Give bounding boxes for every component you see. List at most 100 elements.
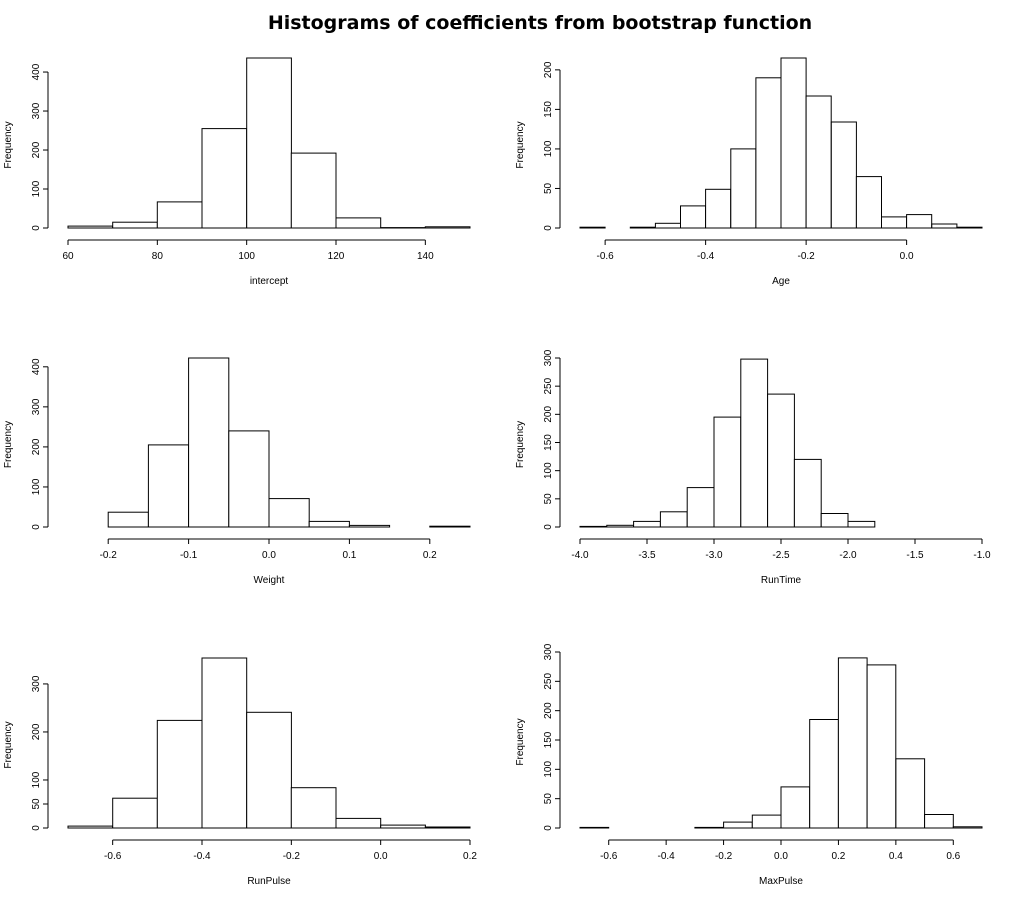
histogram-bar bbox=[713, 416, 742, 528]
y-tick-label: 0 bbox=[543, 524, 554, 530]
histogram-bar bbox=[579, 525, 608, 528]
x-tick-label: -0.1 bbox=[180, 550, 198, 561]
histogram-bar bbox=[107, 511, 149, 528]
y-tick-label: 50 bbox=[543, 493, 554, 505]
y-tick-label: 200 bbox=[543, 406, 554, 423]
y-tick-label: 250 bbox=[543, 377, 554, 394]
histogram-bar bbox=[156, 201, 203, 229]
y-tick-label: 250 bbox=[543, 673, 554, 690]
histogram-bar bbox=[830, 121, 857, 229]
y-tick-label: 100 bbox=[31, 478, 42, 495]
y-axis-label: Frequency bbox=[515, 421, 526, 468]
histogram-bar bbox=[380, 824, 426, 829]
y-tick-label: 100 bbox=[543, 462, 554, 479]
histogram-bar bbox=[740, 358, 769, 528]
x-axis-label: RunPulse bbox=[247, 876, 291, 887]
y-tick-label: 200 bbox=[31, 723, 42, 740]
histogram-bar bbox=[112, 221, 158, 229]
histogram-bar bbox=[201, 657, 248, 829]
x-tick-label: -0.4 bbox=[697, 251, 715, 262]
histogram-bar bbox=[228, 430, 270, 528]
histogram-bar bbox=[246, 711, 292, 829]
histogram-bar bbox=[156, 719, 203, 829]
x-tick-label: -1.5 bbox=[906, 550, 924, 561]
x-tick-label: 80 bbox=[152, 251, 164, 262]
y-tick-label: 100 bbox=[543, 140, 554, 157]
histogram-bar bbox=[659, 511, 688, 528]
histogram-bar bbox=[723, 821, 753, 829]
y-axis-label: Frequency bbox=[3, 721, 14, 768]
histogram-bar bbox=[805, 95, 832, 229]
y-tick-label: 150 bbox=[543, 434, 554, 451]
histogram-bar bbox=[429, 525, 471, 528]
histogram-bar bbox=[290, 152, 337, 229]
x-tick-label: -1.0 bbox=[973, 550, 991, 561]
histogram-panel-intercept: 60 80 100 120 140 0 100 200 300 400 intercept Frequ… bbox=[3, 57, 471, 287]
x-tick-label: 100 bbox=[238, 251, 255, 262]
histogram-bar bbox=[924, 814, 954, 829]
y-tick-label: 200 bbox=[31, 141, 42, 158]
x-tick-label: 0.2 bbox=[423, 550, 437, 561]
x-tick-label: -0.4 bbox=[193, 851, 211, 862]
y-tick-label: 400 bbox=[31, 358, 42, 375]
y-tick-label: 50 bbox=[543, 793, 554, 805]
histogram-bar bbox=[895, 758, 926, 829]
x-tick-label: -2.0 bbox=[839, 550, 857, 561]
histogram-bar bbox=[780, 57, 807, 229]
y-tick-label: 0 bbox=[31, 225, 42, 231]
y-tick-label: 150 bbox=[543, 731, 554, 748]
y-tick-label: 400 bbox=[31, 63, 42, 80]
histogram-bar bbox=[694, 826, 725, 829]
x-tick-label: -4.0 bbox=[571, 550, 589, 561]
y-tick-label: 150 bbox=[543, 101, 554, 118]
x-tick-label: 0.0 bbox=[262, 550, 276, 561]
histogram-bar bbox=[855, 176, 883, 229]
histogram-bar bbox=[188, 357, 230, 528]
y-tick-label: 300 bbox=[543, 643, 554, 660]
histogram-bar bbox=[956, 226, 983, 229]
histogram-bar bbox=[308, 520, 350, 528]
x-tick-label: 0.1 bbox=[342, 550, 356, 561]
y-axis-label: Frequency bbox=[3, 421, 14, 468]
histogram-bar bbox=[67, 825, 114, 829]
histogram-bar bbox=[952, 826, 983, 829]
y-tick-label: 0 bbox=[543, 225, 554, 231]
y-tick-label: 100 bbox=[543, 761, 554, 778]
x-axis-label: Age bbox=[772, 276, 790, 287]
x-tick-label: -0.2 bbox=[100, 550, 118, 561]
x-tick-label: 0.6 bbox=[946, 851, 960, 862]
histogram-bar bbox=[881, 216, 908, 229]
x-tick-label: 0.4 bbox=[889, 851, 903, 862]
histogram-bar bbox=[579, 826, 610, 829]
histogram-bar bbox=[751, 814, 782, 829]
histogram-bar bbox=[147, 444, 190, 528]
y-tick-label: 200 bbox=[543, 702, 554, 719]
histogram-bar bbox=[268, 498, 310, 528]
histogram-bar bbox=[705, 188, 732, 229]
chart-title: Histograms of coefficients from bootstra… bbox=[267, 12, 813, 34]
histogram-bar bbox=[809, 719, 839, 829]
histogram-bar bbox=[780, 786, 811, 829]
histogram-panel-age: -0.6 -0.4 -0.2 0.0 0 50 100 150 200 Age Frequency bbox=[515, 57, 983, 287]
histogram-bar bbox=[793, 458, 822, 528]
histogram-bar bbox=[931, 223, 958, 229]
histogram-bar bbox=[290, 787, 337, 829]
y-axis-label: Frequency bbox=[515, 121, 526, 168]
histogram-panel-runpulse: -0.6 -0.4 -0.2 0.0 0.2 0 50 100 200 300 RunPulse Fr… bbox=[3, 657, 477, 887]
x-tick-label: -3.5 bbox=[638, 550, 656, 561]
histogram-bar bbox=[335, 817, 382, 829]
histogram-bar bbox=[424, 826, 471, 829]
histogram-bar bbox=[335, 217, 382, 229]
histogram-bar bbox=[579, 226, 606, 229]
histogram-bar bbox=[633, 520, 661, 528]
x-tick-label: -0.6 bbox=[597, 251, 615, 262]
histogram-bar bbox=[837, 657, 868, 829]
histogram-panel-runtime: -4.0 -3.5 -3.0 -2.5 -2.0 -1.5 -1.0 0 50 100 150 200… bbox=[515, 349, 991, 586]
histogram-bar bbox=[755, 77, 782, 229]
x-tick-label: -0.4 bbox=[658, 851, 676, 862]
x-tick-label: -0.6 bbox=[600, 851, 618, 862]
x-tick-label: -0.2 bbox=[715, 851, 733, 862]
y-tick-label: 0 bbox=[543, 825, 554, 831]
histogram-bar bbox=[847, 520, 876, 528]
x-tick-label: -0.2 bbox=[283, 851, 301, 862]
